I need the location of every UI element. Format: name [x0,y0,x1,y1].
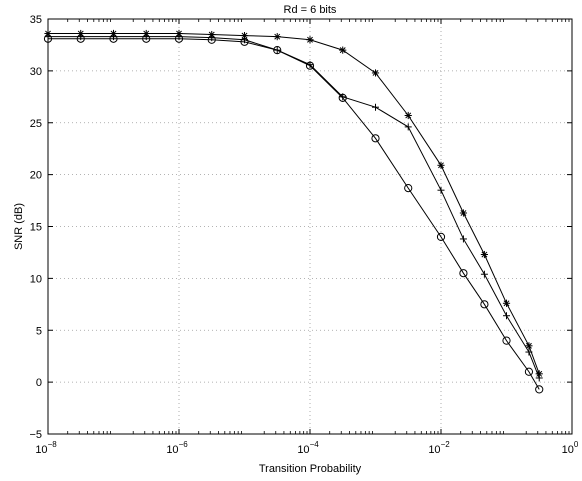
y-tick-label: 10 [30,273,42,285]
data-point [404,123,412,131]
chart-title: Rd = 6 bits [284,4,337,16]
grid [48,19,572,434]
y-axis-title: SNR (dB) [13,203,25,250]
data-point [480,270,488,278]
data-point [273,33,281,41]
marker-stroke [339,47,346,54]
ticks: 10−8 10−6 10−4 10−2 100 −5 0 5 10 15 20 25 30 35 [29,14,578,456]
data-point [339,46,347,54]
y-tick-label: 35 [30,14,42,26]
marker-stroke [536,370,543,377]
data-point [174,34,184,43]
data-point [437,161,445,169]
x-tick-label: 10−8 [35,440,57,456]
data-point [535,374,543,382]
x-axis-title: Transition Probability [259,463,362,475]
y-tick-label: 20 [30,170,42,182]
x-tick-label: 100 [562,440,579,456]
data-point [502,336,511,345]
data-point [503,312,510,320]
series-circle [43,34,544,394]
y-tick-label: 30 [30,66,42,78]
data-point [371,134,380,143]
data-point [240,32,249,40]
marker-stroke [307,36,313,43]
marker-stroke [372,70,379,76]
marker-stroke [241,32,248,39]
marker-stroke [460,210,467,216]
marker-stroke [481,251,488,258]
y-tick-label: −5 [29,429,42,441]
data-point [525,342,533,350]
data-point [459,235,467,243]
y-tick-label: 5 [36,325,42,337]
marker-stroke [274,33,281,40]
data-point [480,250,489,259]
data-point [524,367,534,376]
data-point [306,36,314,44]
x-tick-label: 10−6 [166,440,188,456]
data-point [273,46,282,55]
marker-stroke [438,162,444,169]
y-tick-label: 0 [36,377,42,389]
data-point [338,93,347,102]
data-point [437,186,445,194]
series-line [48,36,540,379]
marker-stroke [503,300,510,307]
data-point [525,348,533,356]
series-layer [43,29,544,394]
marker-stroke [405,112,412,119]
data-point [404,111,412,120]
data-point [305,61,315,70]
data-point [436,232,446,241]
x-tick-label: 10−4 [297,440,319,456]
data-point [142,34,151,43]
y-tick-label: 25 [30,118,42,130]
data-point [76,34,85,43]
data-point [240,37,249,46]
data-point [459,209,468,217]
data-point [371,69,380,77]
series-line [48,33,540,374]
data-point [459,269,468,278]
data-point [372,103,379,111]
x-tick-label: 10−2 [428,440,450,456]
y-tick-label: 15 [30,222,42,234]
data-point [480,300,489,309]
series-line [48,38,540,390]
data-point [404,184,413,193]
marker-stroke [525,342,532,349]
data-point [535,385,544,394]
data-point [502,299,511,307]
data-point [109,34,118,43]
data-point [207,35,216,44]
